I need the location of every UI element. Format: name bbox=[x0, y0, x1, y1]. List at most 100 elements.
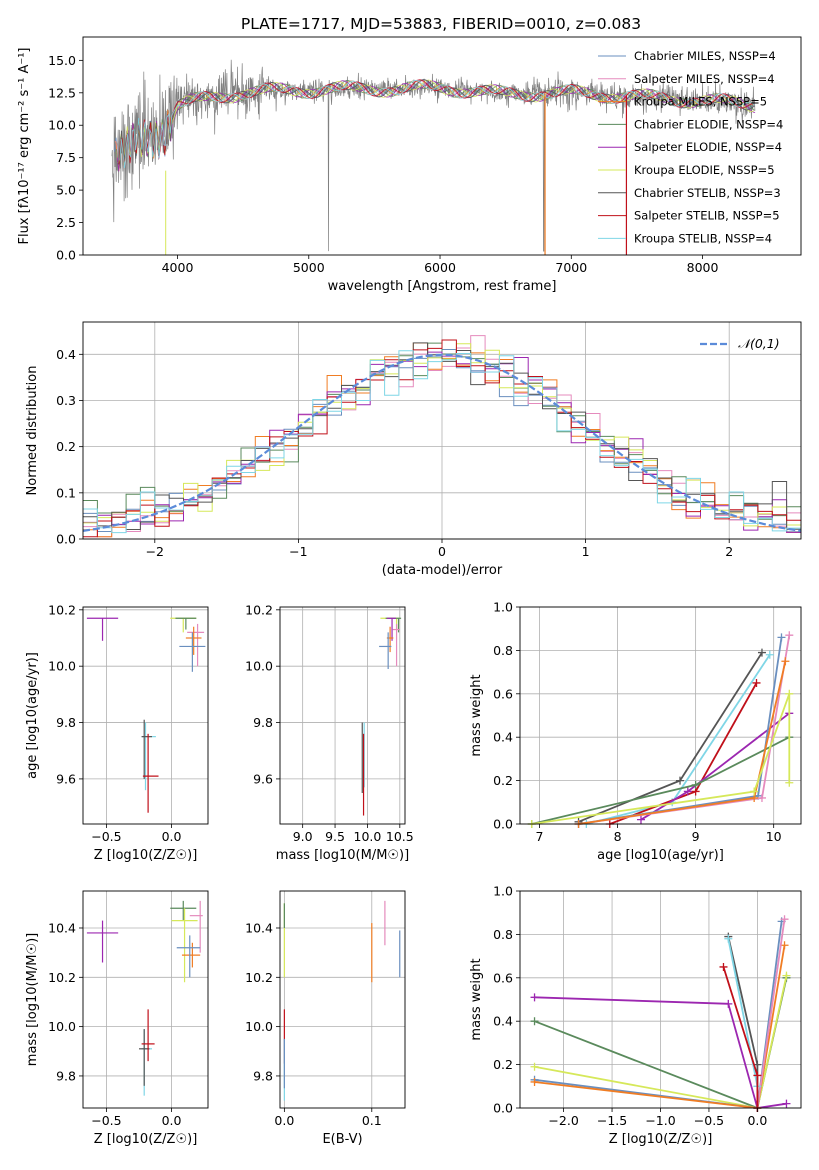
axes-frame bbox=[82, 36, 802, 256]
y-tick-label: 15.0 bbox=[48, 53, 76, 68]
legend-label: Chabrier MILES, NSSP=4 bbox=[634, 49, 776, 63]
histogram-series bbox=[83, 339, 801, 538]
y-tick-label: 9.8 bbox=[253, 715, 273, 730]
y-tick-label: 0.1 bbox=[56, 485, 76, 500]
y-tick-label: 1.0 bbox=[493, 600, 513, 615]
weight-marker bbox=[780, 941, 789, 950]
model-spectrum-line bbox=[118, 79, 754, 165]
y-axis-label: mass [log10(M/M☉)] bbox=[25, 933, 40, 1066]
legend-label: Salpeter MILES, NSSP=4 bbox=[634, 72, 775, 86]
y-tick-label: 2.5 bbox=[56, 215, 76, 230]
weight-vs-age-plot-area bbox=[527, 631, 794, 828]
x-tick-label: 2 bbox=[725, 544, 733, 559]
y-tick-label: 0.4 bbox=[493, 1014, 513, 1029]
weight-marker bbox=[753, 1071, 762, 1080]
x-axis-label: (data-model)/error bbox=[382, 563, 503, 578]
y-tick-label: 10.2 bbox=[245, 602, 273, 617]
y-tick-label: 12.5 bbox=[48, 85, 76, 100]
age-vs-Z-plot-area bbox=[86, 617, 206, 813]
x-tick-label: −1.0 bbox=[645, 1113, 675, 1128]
model-spectrum-line bbox=[119, 79, 755, 169]
weight-marker bbox=[683, 787, 692, 796]
x-axis-label: Z [log10(Z/Z☉)] bbox=[94, 1132, 198, 1147]
x-tick-label: −2.0 bbox=[548, 1113, 578, 1128]
x-axis-label: E(B-V) bbox=[322, 1132, 362, 1147]
x-tick-label: 4000 bbox=[162, 260, 194, 275]
weight-marker bbox=[757, 648, 766, 657]
x-tick-label: −0.5 bbox=[91, 829, 121, 844]
y-tick-label: 10.0 bbox=[48, 659, 76, 674]
y-tick-label: 9.8 bbox=[56, 1068, 76, 1083]
x-tick-label: 8 bbox=[614, 829, 622, 844]
x-tick-label: 9 bbox=[692, 829, 700, 844]
mass-vs-ebv-plot-area bbox=[283, 900, 401, 1101]
x-tick-label: 1 bbox=[582, 544, 590, 559]
weight-vs-Z-panel: −2.0 −1.5 −1.0 −0.5 0.0 0.0 0.2 0.4 0.6 0.8 1.0 Z [… bbox=[469, 884, 802, 1147]
y-tick-label: 9.6 bbox=[56, 771, 76, 786]
y-tick-label: 0.4 bbox=[56, 347, 76, 362]
spectrum-title: PLATE=1717, MJD=53883, FIBERID=0010, z=0… bbox=[241, 15, 641, 33]
legend-label: Kroupa ELODIE, NSSP=5 bbox=[634, 163, 775, 177]
residuals-plot-area bbox=[83, 335, 801, 538]
y-tick-label: 10.4 bbox=[48, 920, 76, 935]
legend-label: Kroupa STELIB, NSSP=4 bbox=[634, 231, 772, 245]
weight-marker bbox=[780, 915, 789, 924]
weight-marker bbox=[777, 633, 786, 642]
histogram-series bbox=[83, 350, 801, 534]
mass-vs-Z-plot-area bbox=[86, 900, 203, 1096]
weight-line bbox=[531, 693, 791, 825]
weight-vs-age-panel: 7 8 9 10 0.0 0.2 0.4 0.6 0.8 1.0 age [log10(age/yr… bbox=[469, 600, 802, 863]
weight-marker bbox=[719, 962, 728, 971]
weight-marker bbox=[782, 971, 791, 980]
histogram-series bbox=[83, 342, 801, 538]
spectrum-panel: 4000 5000 6000 7000 8000 0.0 2.5 5.0 7.5 10.0 12.5… bbox=[17, 36, 802, 294]
axes-frame bbox=[82, 890, 209, 1109]
y-tick-label: 0.0 bbox=[493, 1101, 513, 1116]
legend-label: 𝒩(0,1) bbox=[738, 336, 780, 351]
x-tick-label: 10.0 bbox=[354, 829, 382, 844]
weight-marker bbox=[530, 1017, 539, 1026]
x-axis-label: Z [log10(Z/Z☉)] bbox=[94, 848, 198, 863]
model-spectrum-line bbox=[116, 80, 756, 172]
x-tick-label: −1.5 bbox=[597, 1113, 627, 1128]
x-tick-label: −0.5 bbox=[91, 1113, 121, 1128]
spectrum-plot-area bbox=[111, 59, 756, 255]
legend-label: Salpeter STELIB, NSSP=5 bbox=[634, 209, 780, 223]
x-tick-label: 7 bbox=[536, 829, 544, 844]
normal-reference-curve bbox=[83, 353, 801, 532]
weight-marker bbox=[636, 815, 645, 824]
y-tick-label: 7.5 bbox=[56, 150, 76, 165]
weight-marker bbox=[750, 787, 759, 796]
y-axis-label: Flux [fλ10⁻¹⁷ erg cm⁻² s⁻¹ A⁻¹] bbox=[17, 48, 32, 245]
y-tick-label: 0.2 bbox=[493, 1057, 513, 1072]
x-tick-label: 0.0 bbox=[162, 829, 182, 844]
y-tick-label: 5.0 bbox=[56, 183, 76, 198]
y-tick-label: 9.8 bbox=[253, 1068, 273, 1083]
legend-label: Kroupa MILES, NSSP=5 bbox=[634, 95, 767, 109]
x-tick-label: 0.0 bbox=[274, 1113, 294, 1128]
x-tick-label: 9.5 bbox=[325, 829, 345, 844]
weight-marker bbox=[782, 1099, 791, 1108]
x-tick-label: 8000 bbox=[687, 260, 719, 275]
x-tick-label: 0.0 bbox=[162, 1113, 182, 1128]
x-axis-label: mass [log10(M/M☉)] bbox=[276, 848, 409, 863]
weight-marker bbox=[785, 689, 794, 698]
x-tick-label: 9.0 bbox=[293, 829, 313, 844]
y-tick-label: 10.2 bbox=[48, 970, 76, 985]
x-tick-label: 0 bbox=[438, 544, 446, 559]
y-tick-label: 9.8 bbox=[56, 715, 76, 730]
x-tick-label: 7000 bbox=[555, 260, 587, 275]
weight-marker bbox=[785, 778, 794, 787]
x-tick-label: 5000 bbox=[293, 260, 325, 275]
weight-marker bbox=[765, 650, 774, 659]
y-tick-label: 0.8 bbox=[493, 927, 513, 942]
x-tick-label: −2 bbox=[146, 544, 164, 559]
weight-marker bbox=[530, 1062, 539, 1071]
weight-line bbox=[534, 996, 787, 1110]
y-axis-label: Normed distribution bbox=[25, 366, 40, 496]
legend-label: Salpeter ELODIE, NSSP=4 bbox=[634, 140, 782, 154]
weight-marker bbox=[781, 657, 790, 666]
weight-marker bbox=[785, 631, 794, 640]
y-axis-label: mass weight bbox=[469, 674, 484, 756]
x-axis-label: age [log10(age/yr)] bbox=[597, 848, 724, 863]
